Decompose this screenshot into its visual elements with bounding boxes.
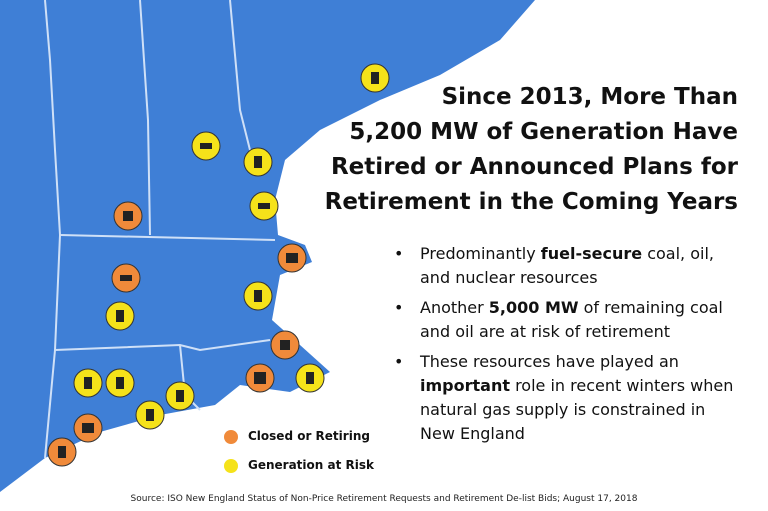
title-line: 5,200 MW of Generation Have — [349, 119, 738, 145]
bullet: These resources have played an important… — [392, 350, 742, 446]
land — [0, 0, 535, 492]
bold-text: fuel-secure — [540, 244, 643, 263]
text: of remaining coal and oil are at risk of… — [420, 298, 723, 341]
legend-label: Generation at Risk — [248, 458, 374, 472]
text: role in recent winters when natural gas … — [420, 376, 734, 443]
text: coal, oil, and nuclear resources — [420, 244, 714, 287]
title-line: Retired or Announced Plans for — [330, 154, 738, 180]
source: Source: ISO New England Status of Non-Pr… — [130, 494, 638, 504]
legend-swatch — [224, 430, 238, 444]
state-lines — [44, 0, 276, 459]
bullet: Predominantly fuel-secure coal, oil, and… — [392, 242, 742, 290]
bullet: Another 5,000 MW of remaining coal and o… — [392, 296, 742, 344]
legend-label: Closed or Retiring — [248, 429, 370, 443]
title-line: Retirement in the Coming Years — [324, 189, 738, 215]
text: Predominantly — [420, 244, 541, 263]
bold-text: 5,000 MW — [488, 298, 579, 317]
bold-text: important — [420, 376, 510, 395]
text: Another — [420, 298, 489, 317]
title-line: Since 2013, More Than — [441, 84, 738, 110]
title: Since 2013, More Than 5,200 MW of Genera… — [318, 80, 738, 220]
bullet-list: Predominantly fuel-secure coal, oil, and… — [392, 242, 742, 452]
legend-swatch — [224, 459, 238, 473]
text: These resources have played an — [420, 352, 679, 371]
plant-icons — [58, 72, 379, 458]
